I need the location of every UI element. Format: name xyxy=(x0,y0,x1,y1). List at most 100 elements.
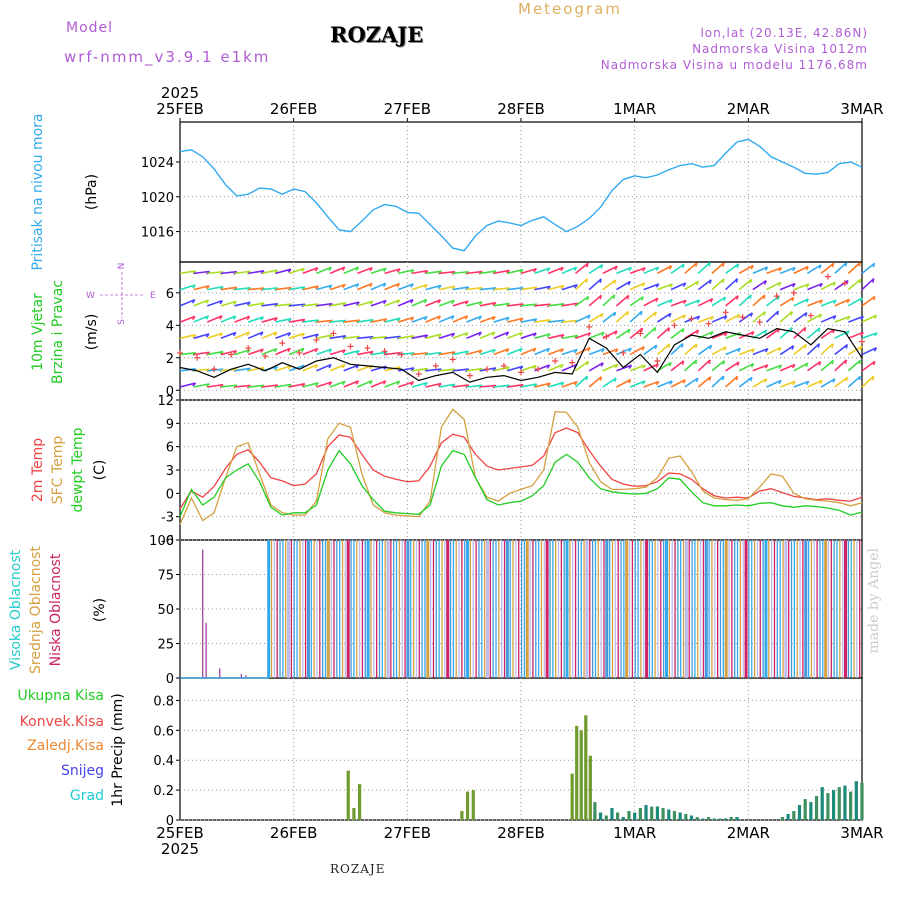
wind-arrow-head xyxy=(233,286,238,291)
wind-arrow xyxy=(179,298,196,307)
wind-arrow-head xyxy=(831,263,835,268)
y-tick-label: 1020 xyxy=(141,191,174,206)
wind-arrow-head xyxy=(818,264,822,269)
wind-arrow xyxy=(357,350,374,356)
wind-arrow-head xyxy=(491,331,496,336)
wind-arrow-head xyxy=(710,331,714,336)
wind-arrow-head xyxy=(792,283,796,288)
wind-arrow-head xyxy=(560,348,564,353)
wind-arrow-head xyxy=(669,299,673,304)
wind-arrow xyxy=(588,263,604,275)
wind-arrow-head xyxy=(341,266,346,271)
precip-total-bar xyxy=(712,818,716,820)
wind-arrow-head xyxy=(586,360,590,366)
wind-arrow xyxy=(561,380,578,388)
wind-arrow xyxy=(207,285,224,291)
wind-arrow-head xyxy=(260,270,265,275)
wind-arrow-head xyxy=(205,285,210,290)
wind-arrow xyxy=(439,383,456,388)
pressure-side-label: Pritisak na nivou mora xyxy=(30,113,46,270)
wind-arrow-head xyxy=(668,313,672,318)
wind-arrow xyxy=(548,303,565,307)
wind-arrow-head xyxy=(328,364,332,369)
wind-arrow xyxy=(711,262,725,274)
wind-arrow xyxy=(752,347,769,356)
temp-ylabel: (C) xyxy=(92,460,108,481)
wind-arrow-head xyxy=(533,318,538,323)
wind-arrow xyxy=(398,269,415,275)
model-name: wrf-nmm_v3.9.1 e1km xyxy=(64,48,271,66)
wind-arrow xyxy=(575,262,589,274)
wind-arrow xyxy=(766,364,782,372)
wind-arrow xyxy=(807,313,822,323)
precip-total-bar xyxy=(598,812,603,820)
wind-arrow xyxy=(725,278,738,291)
wind-arrow xyxy=(793,343,807,356)
wind-arrow xyxy=(507,317,524,323)
wind-arrow xyxy=(329,319,347,323)
wind-arrow-head xyxy=(817,343,820,348)
wind-arrow-head xyxy=(601,348,605,353)
wind-arrow-head xyxy=(410,299,414,304)
wind-arrow-head xyxy=(205,299,210,304)
wind-arrow xyxy=(329,380,346,388)
wind-arrow xyxy=(316,266,332,275)
wind-arrow xyxy=(752,279,767,291)
wind-arrow xyxy=(657,298,673,307)
wind-arrow xyxy=(738,330,755,340)
wind-arrow-head xyxy=(722,278,725,283)
wind-arrow xyxy=(807,282,823,291)
wind-arrow-head xyxy=(764,329,768,335)
wind-arrow xyxy=(479,270,497,275)
wind-arrow-head xyxy=(805,298,809,303)
wind-arrow-head xyxy=(681,343,684,348)
y-tick-label: 0.4 xyxy=(153,754,174,769)
wind-arrow-head xyxy=(872,296,876,301)
y-tick-label: 25 xyxy=(157,638,174,653)
wind-arrow xyxy=(466,367,483,372)
cloud-high-label: Visoka Oblacnost xyxy=(8,549,24,670)
wind-arrow xyxy=(834,376,848,388)
wind-arrow xyxy=(193,285,210,291)
wind-arrow xyxy=(343,283,359,291)
wind-arrow xyxy=(411,315,428,323)
y-tick-label: 6 xyxy=(166,441,174,456)
wind-arrow xyxy=(684,359,698,372)
wind-arrow xyxy=(534,364,550,372)
wind-arrow xyxy=(425,333,442,340)
wind-arrow xyxy=(602,279,617,291)
wind-arrow-head xyxy=(506,269,511,274)
wind-arrow-head xyxy=(533,286,538,291)
precip-ylabel: 1hr Precip (mm) xyxy=(110,693,126,806)
precip-total-bar xyxy=(638,808,642,820)
wind-arrow-head xyxy=(355,301,360,306)
wind-arrow-head xyxy=(655,266,660,271)
wind-arrow-head xyxy=(355,266,360,272)
wind-arrow xyxy=(738,294,752,307)
wind-arrow-head xyxy=(369,380,373,385)
wind-arrow-head xyxy=(764,364,769,369)
wind-arrow-head xyxy=(613,377,617,383)
wind-arrow xyxy=(697,298,714,307)
wind-arrow xyxy=(479,287,497,291)
wind-arrow xyxy=(834,344,848,356)
wind-arrow xyxy=(711,360,725,372)
wind-arrow xyxy=(616,280,631,291)
wind-arrow xyxy=(752,266,768,275)
wind-arrow xyxy=(438,299,455,307)
wind-arrow xyxy=(179,315,196,323)
x-tick-label-top: 27FEB xyxy=(384,100,431,118)
wind-arrow-head xyxy=(560,285,565,290)
wind-arrow xyxy=(547,266,564,275)
wind-arrow xyxy=(302,319,319,323)
wind-arrow xyxy=(520,286,537,291)
wind-arrow xyxy=(193,383,210,388)
wind-arrow xyxy=(343,364,359,372)
wind-arrow xyxy=(466,315,482,323)
wind-arrow-head xyxy=(818,361,822,366)
wind-arrow-head xyxy=(287,365,292,370)
precip-total-bar xyxy=(820,787,824,820)
wind-arrow xyxy=(738,264,754,275)
wind-arrow-head xyxy=(791,297,795,302)
wind-arrow xyxy=(479,315,496,323)
